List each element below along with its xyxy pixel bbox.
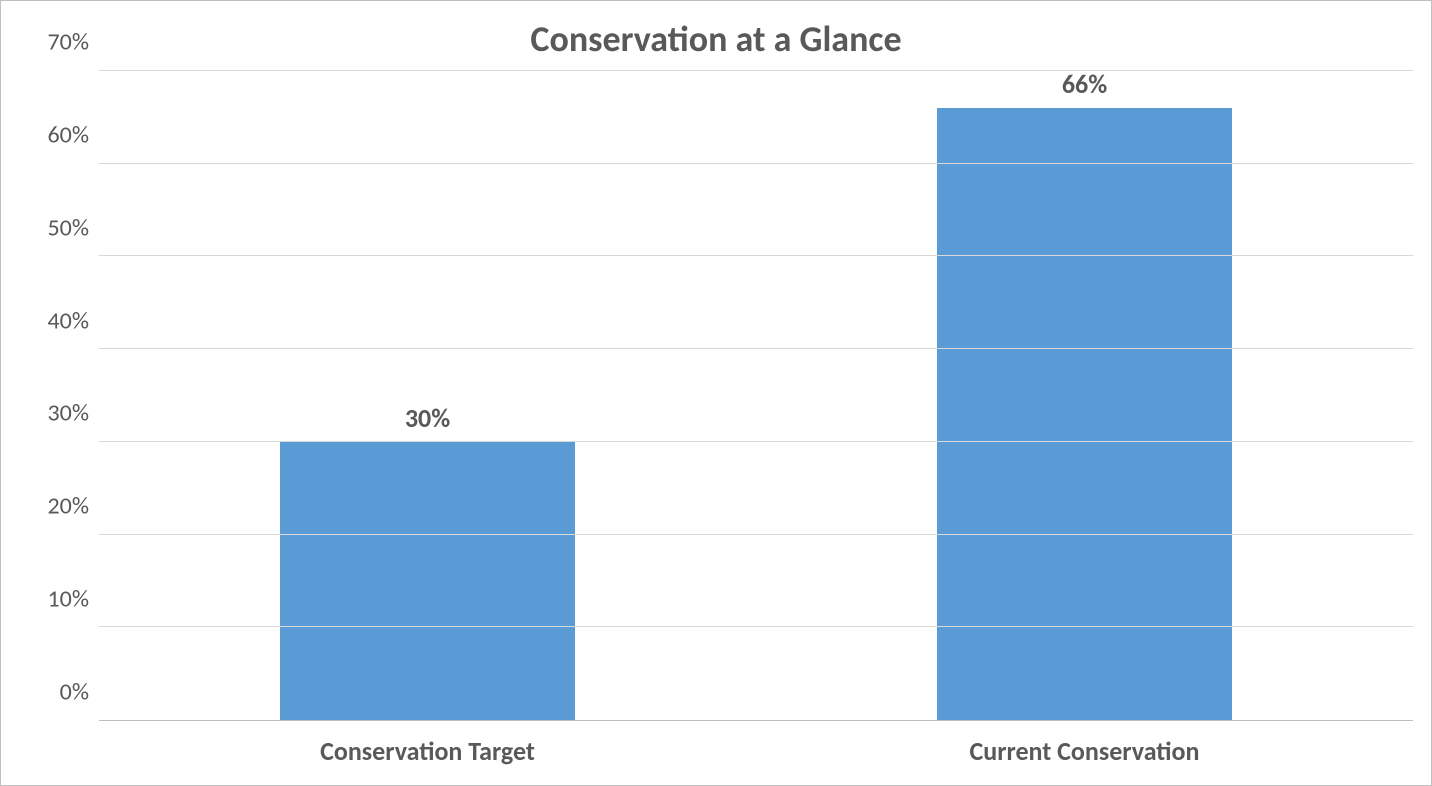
chart-title: Conservation at a Glance: [19, 17, 1413, 61]
gridline: [99, 70, 1413, 71]
x-axis: Conservation TargetCurrent Conservation: [99, 735, 1413, 767]
bar-value-label: 66%: [756, 68, 1413, 100]
bar: [280, 442, 576, 720]
y-tick-label: 60%: [48, 120, 89, 149]
gridline: [99, 255, 1413, 256]
gridline: [99, 626, 1413, 627]
chart-container: Conservation at a Glance 0% 10% 20% 30% 40% 5…: [0, 0, 1432, 786]
bar-slot: 30%: [99, 71, 756, 720]
y-tick-label: 40%: [48, 306, 89, 335]
gridline: [99, 348, 1413, 349]
bar-value-label: 30%: [99, 402, 756, 434]
y-tick-label: 0%: [60, 678, 89, 707]
plot-row: 0%10%20%30%40%50%60%70% 30%66%: [19, 71, 1413, 721]
bars-layer: 30% 66%: [99, 71, 1413, 720]
plot-area: 30% 66%: [99, 71, 1413, 721]
y-tick-label: 20%: [48, 492, 89, 521]
gridline: [99, 441, 1413, 442]
y-axis: 0%10%20%30%40%50%60%70%: [19, 71, 99, 721]
y-tick-label: 30%: [48, 399, 89, 428]
chart-body: 0%10%20%30%40%50%60%70% 30%66% Conservat…: [19, 71, 1413, 767]
x-axis-row: Conservation TargetCurrent Conservation: [19, 735, 1413, 767]
x-category-label: Current Conservation: [756, 735, 1413, 767]
y-tick-label: 10%: [48, 585, 89, 614]
bar: [937, 108, 1233, 720]
x-category-label: Conservation Target: [99, 735, 756, 767]
y-tick-label: 70%: [48, 28, 89, 57]
x-axis-spacer: [19, 735, 99, 767]
gridline: [99, 163, 1413, 164]
bar-slot: 66%: [756, 71, 1413, 720]
gridline: [99, 534, 1413, 535]
y-tick-label: 50%: [48, 213, 89, 242]
